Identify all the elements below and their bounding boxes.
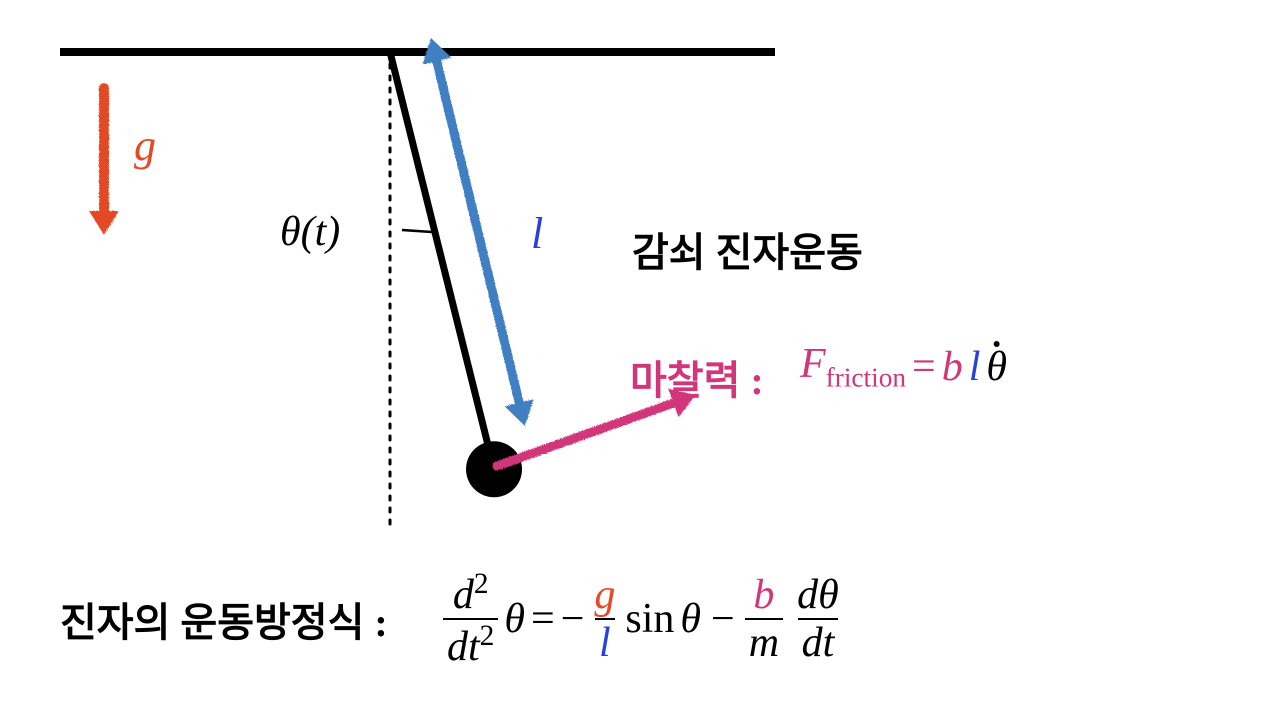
friction-sub: friction [826, 362, 906, 392]
friction-equation: Ffriction = b l θ [800, 340, 1007, 393]
eom-d2-num-d: d [453, 572, 474, 618]
friction-eq-sign: = [912, 343, 936, 391]
eom-d2-sup: 2 [474, 568, 489, 600]
eom-m: m [745, 618, 783, 664]
eom-theta: θ [504, 595, 525, 643]
friction-b: b [942, 343, 963, 391]
eom-l: l [595, 618, 615, 664]
diagram-canvas: g θ(t) l 감쇠 진자운동 마찰력 : Ffriction = b l θ… [0, 0, 1280, 720]
equation-of-motion: d2 dt2 θ = − g l sin θ − b m dθ dt [443, 570, 843, 668]
title-korean: 감쇠 진자운동 [632, 220, 863, 278]
friction-thetadot: θ [986, 343, 1007, 391]
friction-F: F [800, 341, 826, 387]
eom-g: g [590, 574, 619, 618]
eom-dt2: dt [447, 624, 480, 670]
pendulum-rod [390, 52, 494, 469]
length-label: l [531, 208, 543, 259]
eom-dtheta: dθ [793, 574, 843, 618]
gravity-arrow-head [89, 211, 119, 235]
eom-minus1: − [561, 595, 585, 643]
eom-theta2: θ [680, 595, 701, 643]
friction-label-korean: 마찰력 : [630, 348, 764, 406]
eom-label-korean: 진자의 운동방정식 : [60, 590, 388, 648]
angle-label: θ(t) [280, 208, 340, 256]
eom-b: b [749, 574, 778, 618]
eom-eq: = [531, 595, 555, 643]
eom-dt2-sup: 2 [480, 620, 495, 652]
length-arrow-head-bottom [505, 399, 534, 426]
friction-l: l [969, 343, 981, 391]
length-arrow-shaft [437, 61, 519, 402]
eom-dt: dt [798, 618, 839, 664]
gravity-label: g [134, 120, 156, 171]
eom-sin: sin [625, 595, 674, 643]
eom-minus2: − [711, 595, 735, 643]
angle-tick [402, 230, 432, 232]
